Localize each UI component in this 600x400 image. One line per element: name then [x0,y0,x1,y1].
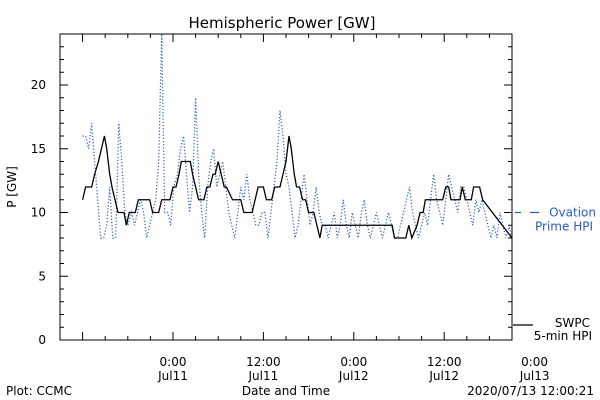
x-tick-time-label: 0:00 [160,355,187,369]
plot-credit: Plot: CCMC [6,384,72,398]
series-line-swpc [81,135,512,241]
y-axis-label: P [GW] [5,166,19,208]
x-tick-date-label: Jul13 [519,369,550,383]
x-tick-date-label: Jul12 [338,369,369,383]
x-tick-date-label: Jul11 [157,369,188,383]
legend-label-ovation-line1: Ovation [549,206,596,220]
series-lines [81,34,512,241]
y-tick-label: 10 [31,206,46,220]
plot-frame [59,33,513,341]
y-tick-label: 5 [38,269,46,283]
legend-label-swpc-line2: 5-min HPI [534,329,592,343]
legend-label-swpc-line1: SWPC [555,316,590,330]
x-tick-time-label: 0:00 [340,355,367,369]
y-tick-label: 15 [31,142,46,156]
x-tick-date-label: Jul11 [248,369,279,383]
x-axis-label: Date and Time [242,384,330,398]
x-tick-time-label: 0:00 [521,355,548,369]
y-tick-label: 20 [31,78,46,92]
plot-timestamp: 2020/07/13 12:00:21 [467,384,594,398]
y-tick-label: 0 [38,333,46,347]
x-tick-time-label: 12:00 [427,355,462,369]
x-tick-time-label: 12:00 [246,355,281,369]
x-tick-date-label: Jul12 [428,369,459,383]
axis-ticks: 051015200:00Jul1112:00Jul110:00Jul1212:0… [31,33,550,383]
legend-label-ovation-line2: Prime HPI [535,220,593,234]
chart-title: Hemispheric Power [GW] [189,14,376,32]
